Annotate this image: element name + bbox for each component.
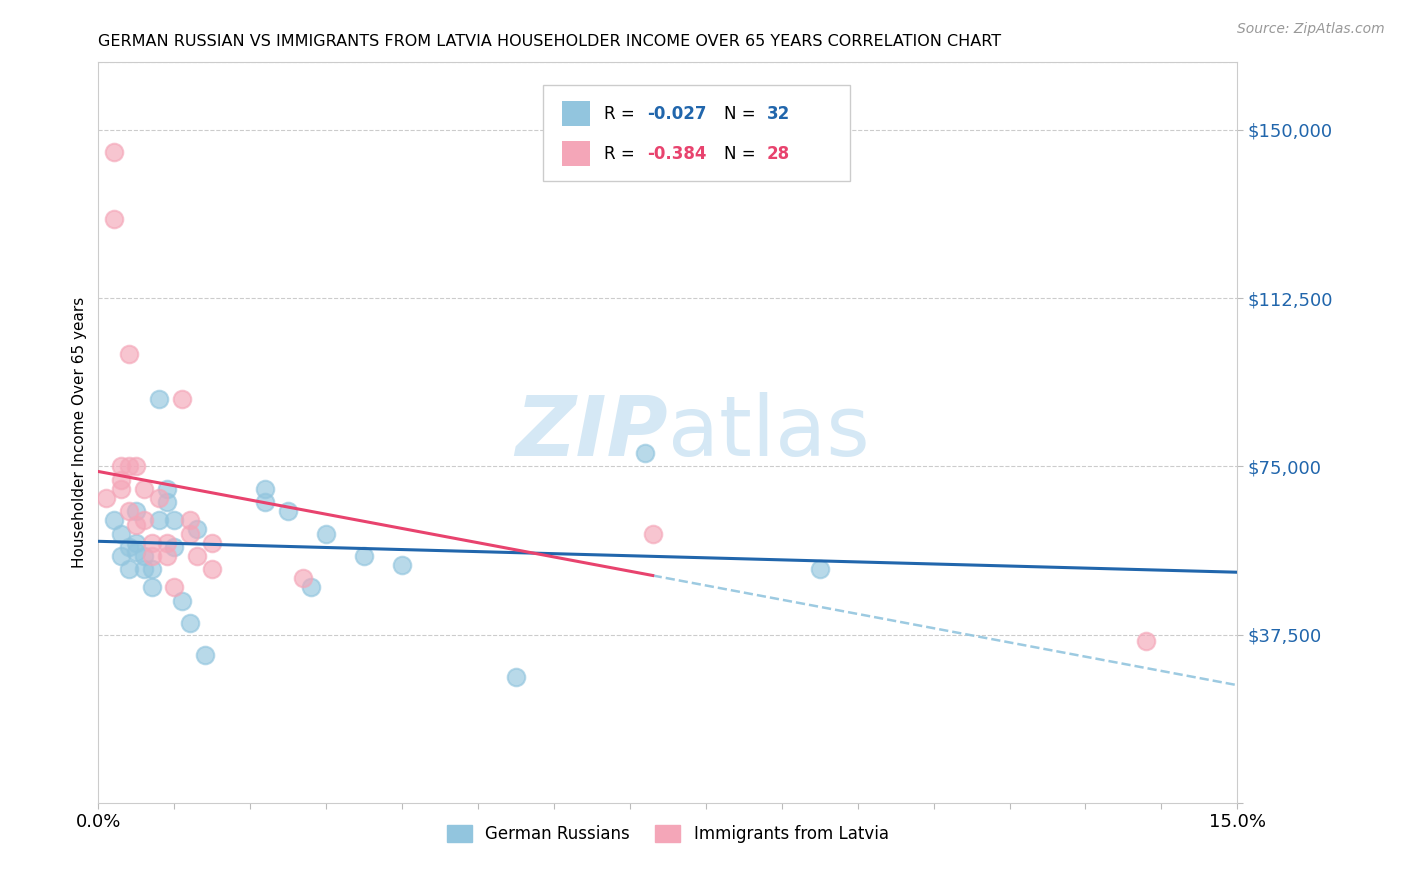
Text: atlas: atlas [668, 392, 869, 473]
Text: GERMAN RUSSIAN VS IMMIGRANTS FROM LATVIA HOUSEHOLDER INCOME OVER 65 YEARS CORREL: GERMAN RUSSIAN VS IMMIGRANTS FROM LATVIA… [98, 34, 1001, 49]
Point [641, 526, 664, 541]
Point [1135, 634, 1157, 648]
Point [132, 482, 155, 496]
Point [125, 535, 148, 549]
Text: R =: R = [605, 145, 640, 162]
Point [94, 491, 117, 505]
Legend: German Russians, Immigrants from Latvia: German Russians, Immigrants from Latvia [440, 819, 896, 850]
Point [156, 549, 179, 563]
Point [110, 482, 132, 496]
Point [156, 535, 179, 549]
Point [125, 544, 148, 558]
Point [186, 522, 208, 536]
Text: -0.027: -0.027 [647, 104, 707, 122]
Point [141, 581, 163, 595]
Point [254, 495, 277, 509]
Text: 28: 28 [766, 145, 790, 162]
Point [201, 562, 224, 576]
Point [315, 526, 337, 541]
Point [148, 392, 170, 406]
Point [103, 145, 125, 160]
Point [141, 549, 163, 563]
Point [110, 549, 132, 563]
Text: N =: N = [724, 145, 761, 162]
Point [148, 491, 170, 505]
Bar [562, 141, 591, 166]
Point [118, 540, 141, 554]
Point [391, 558, 413, 572]
Point [110, 526, 132, 541]
Point [110, 473, 132, 487]
Point [156, 482, 179, 496]
Point [179, 526, 201, 541]
Point [118, 459, 141, 474]
Point [125, 504, 148, 518]
Point [299, 581, 322, 595]
Text: ZIP: ZIP [515, 392, 668, 473]
Point [277, 504, 299, 518]
Point [125, 517, 148, 532]
Point [148, 513, 170, 527]
Text: -0.384: -0.384 [647, 145, 707, 162]
Point [353, 549, 375, 563]
Point [505, 670, 527, 684]
Point [118, 504, 141, 518]
Point [254, 482, 277, 496]
Text: N =: N = [724, 104, 761, 122]
Y-axis label: Householder Income Over 65 years: Householder Income Over 65 years [72, 297, 87, 568]
Text: 32: 32 [766, 104, 790, 122]
Point [141, 535, 163, 549]
Bar [562, 101, 591, 126]
Point [118, 347, 141, 361]
Point [163, 581, 186, 595]
Point [132, 562, 155, 576]
Point [110, 459, 132, 474]
Text: Source: ZipAtlas.com: Source: ZipAtlas.com [1237, 22, 1385, 37]
Point [132, 549, 155, 563]
Point [808, 562, 831, 576]
Point [170, 594, 193, 608]
Point [170, 392, 193, 406]
Point [186, 549, 208, 563]
Point [132, 513, 155, 527]
Point [125, 459, 148, 474]
FancyBboxPatch shape [543, 85, 851, 181]
Point [103, 212, 125, 227]
Point [179, 513, 201, 527]
Point [634, 446, 657, 460]
Point [156, 495, 179, 509]
Point [163, 513, 186, 527]
Point [201, 535, 224, 549]
Point [194, 648, 217, 662]
Point [118, 562, 141, 576]
Point [163, 540, 186, 554]
Point [141, 562, 163, 576]
Point [103, 513, 125, 527]
Text: R =: R = [605, 104, 640, 122]
Point [292, 571, 315, 585]
Point [179, 616, 201, 631]
